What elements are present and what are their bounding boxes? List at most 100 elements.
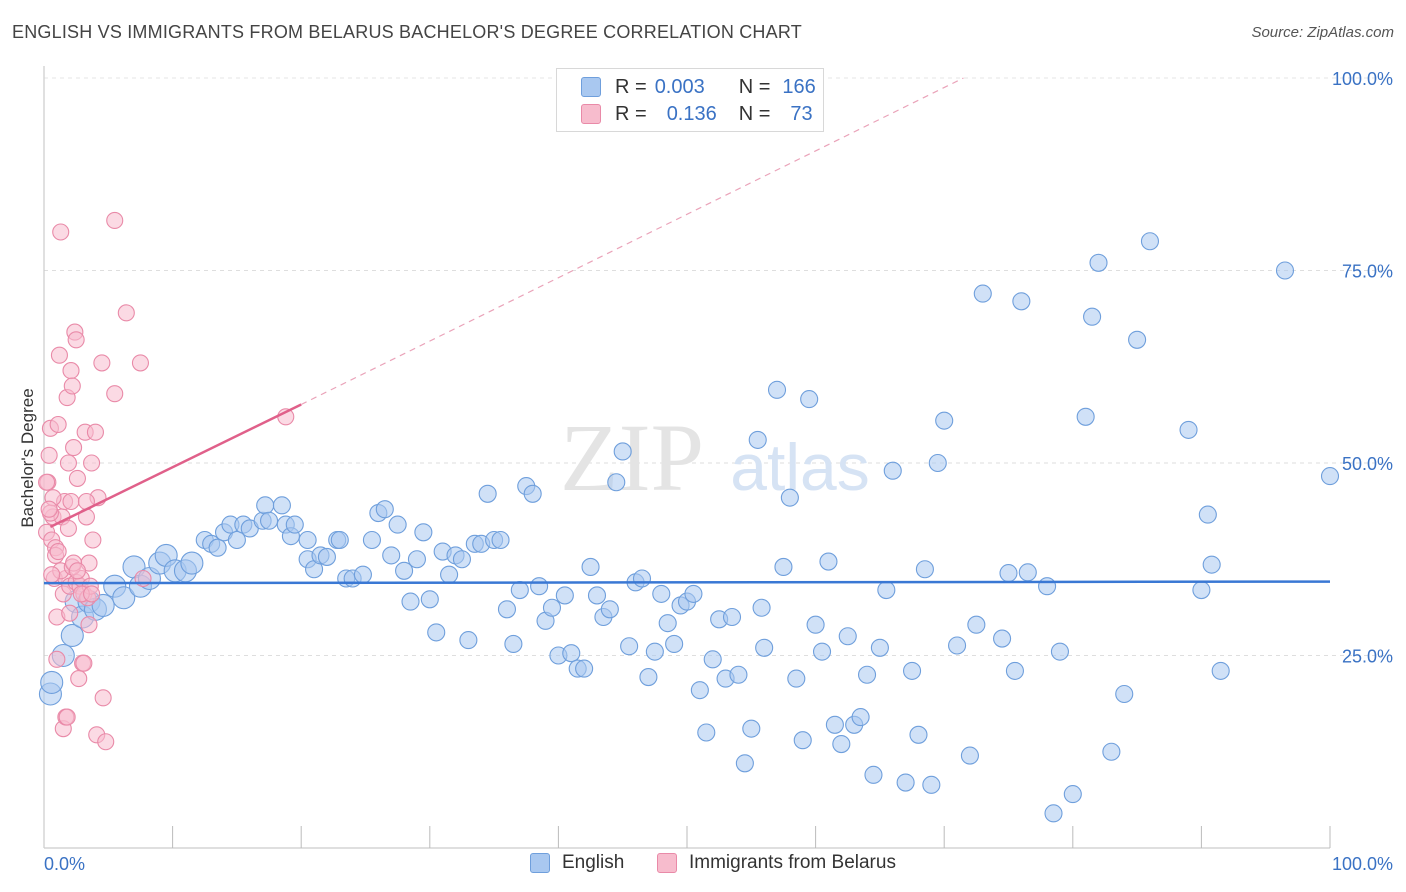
english-point [915,560,934,579]
belarus-swatch [657,853,677,873]
english-point [452,550,472,569]
english-point [632,569,652,588]
belarus-point [97,733,115,751]
english-point [395,561,414,580]
english-point [838,627,857,646]
english-point [542,598,562,617]
english-point [819,552,838,571]
legend-n-label: N = [738,75,771,98]
belarus-point [40,446,58,464]
english-point [1275,261,1295,280]
belarus-point [83,454,101,472]
english-point [491,530,510,550]
english-point [1198,505,1217,524]
english-point [935,411,954,430]
english-point [722,607,742,627]
english-point [40,670,64,695]
belarus-trend-line [49,403,302,529]
belarus-point [48,650,66,668]
watermark-zip: ZIP [560,404,704,511]
english-trend-line [43,580,1331,585]
english-point [697,723,716,742]
source-credit: Source: ZipAtlas.com [1251,24,1394,41]
english-point [298,530,317,550]
english-point [780,488,799,507]
legend-n-value: 166 [782,75,816,98]
english-point [1211,661,1230,680]
english-point [497,600,517,619]
belarus-point [70,670,88,688]
english-point [382,546,401,565]
series-legend: English Immigrants from Belarus [0,852,1406,878]
english-point [703,650,722,669]
english-point [1202,555,1221,574]
english-point [620,637,639,656]
belarus-point [68,562,86,580]
correlation-legend: R = 0.003 N = 166 R = 0.136 N = 73 [556,68,824,132]
english-point [748,430,767,449]
english-point [877,580,896,600]
english-point [1115,684,1134,704]
english-point [285,515,304,534]
english-point [259,511,279,530]
english-point [407,550,426,569]
x-tick-label: 100.0% [1332,854,1393,874]
belarus-point [61,604,79,622]
belarus-point [117,304,135,322]
english-point [459,631,478,650]
english-point [388,515,407,534]
english-point [1076,407,1095,426]
english-point [967,615,986,634]
belarus-point [65,439,83,457]
english-point [973,284,992,303]
legend-r-value: 0.003 [654,75,705,98]
english-point [607,473,626,492]
english-point [1083,307,1102,326]
english-point [427,623,446,642]
english-swatch [530,853,550,873]
english-point [832,734,851,754]
english-point [1050,642,1069,661]
english-point [684,584,703,603]
english-point [1179,420,1198,439]
y-tick-label: 100.0% [1332,69,1393,89]
chart-title: ENGLISH VS IMMIGRANTS FROM BELARUS BACHE… [12,22,802,42]
legend-row-english: R = 0.003 N = 166 [581,75,816,99]
english-point [864,765,883,784]
english-point [581,557,600,577]
belarus-point [80,616,98,634]
legend-english-label: English [562,852,625,873]
belarus-point [94,689,112,707]
english-point [793,731,812,750]
english-point [767,380,787,399]
english-point [523,484,542,503]
english-point [1012,292,1031,311]
belarus-point [106,211,124,229]
english-point [353,565,372,584]
english-point [690,681,709,700]
belarus-point [49,542,67,561]
belarus-points [38,211,295,751]
belarus-point [84,531,102,549]
english-point [922,775,941,794]
english-points [38,232,1340,823]
legend-r-value: 0.136 [666,102,717,125]
belarus-point [106,385,124,403]
english-point [555,586,574,605]
belarus-trend-extension [300,77,964,406]
english-point [742,719,761,738]
english-point [851,708,870,727]
english-point [896,773,915,792]
english-point [362,530,381,550]
english-point [180,551,204,575]
english-point [1038,577,1057,596]
belarus-point [83,585,101,603]
belarus-point [86,423,104,441]
belarus-point [68,469,86,487]
legend-r-label: R = [615,102,647,125]
english-point [752,598,771,617]
english-point [227,530,246,550]
watermark: ZIP atlas [560,404,870,511]
belarus-point [67,331,85,349]
belarus-point [52,223,70,241]
